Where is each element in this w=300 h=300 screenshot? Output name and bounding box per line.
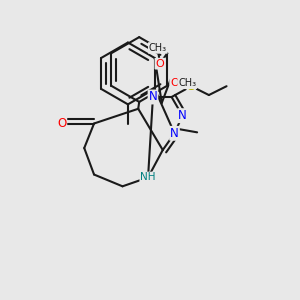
Text: N: N bbox=[178, 109, 187, 122]
Text: O: O bbox=[170, 78, 179, 88]
Text: O: O bbox=[57, 117, 66, 130]
Text: NH: NH bbox=[140, 172, 156, 182]
Text: O: O bbox=[155, 58, 164, 69]
Text: CH₃: CH₃ bbox=[178, 78, 196, 88]
Text: N: N bbox=[170, 127, 179, 140]
Text: S: S bbox=[188, 80, 195, 93]
Text: CH₃: CH₃ bbox=[149, 43, 167, 53]
Text: N: N bbox=[148, 91, 157, 103]
